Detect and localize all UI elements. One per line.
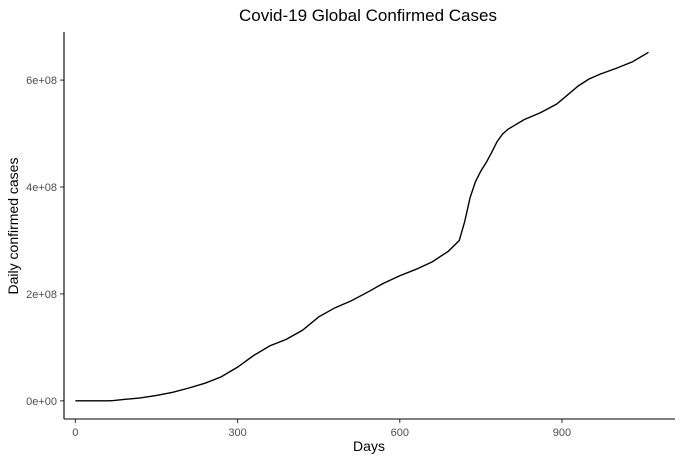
chart-title: Covid-19 Global Confirmed Cases bbox=[239, 6, 497, 25]
series-line bbox=[75, 51, 649, 402]
y-tick-label: 2e+08 bbox=[26, 289, 57, 301]
x-tick-label: 300 bbox=[228, 427, 246, 439]
x-tick-label: 0 bbox=[72, 427, 78, 439]
y-tick-label: 6e+08 bbox=[26, 75, 57, 87]
x-tick-label: 900 bbox=[553, 427, 571, 439]
x-axis-ticks: 0 300 600 900 bbox=[72, 419, 571, 439]
y-tick-label: 4e+08 bbox=[26, 182, 57, 194]
y-tick-label: 0e+00 bbox=[26, 396, 57, 408]
y-axis-title: Daily confirmed cases bbox=[5, 158, 21, 295]
y-axis-ticks: 0e+00 2e+08 4e+08 6e+08 bbox=[26, 75, 64, 408]
x-tick-label: 600 bbox=[391, 427, 409, 439]
x-axis-title: Days bbox=[353, 438, 385, 454]
